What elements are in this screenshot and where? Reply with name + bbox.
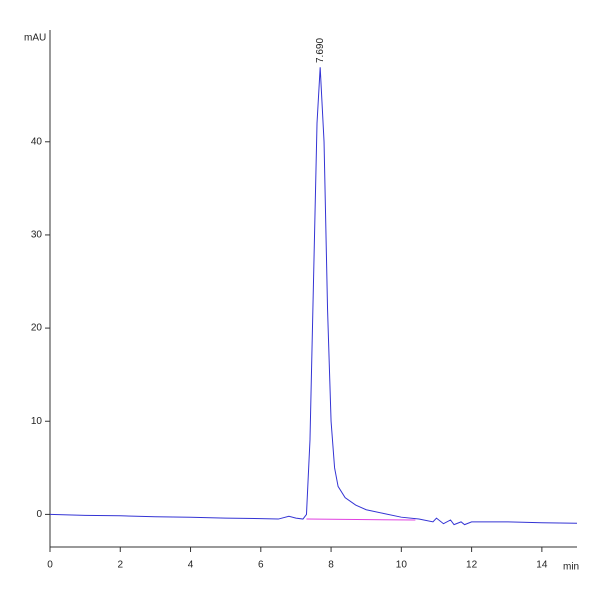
x-axis-label: min xyxy=(563,562,579,573)
x-tick-label: 8 xyxy=(328,560,334,571)
y-tick-label: 40 xyxy=(31,136,43,147)
x-tick-label: 4 xyxy=(188,560,194,571)
y-tick-label: 0 xyxy=(36,509,42,520)
trace xyxy=(49,67,578,526)
y-axis-label: mAU xyxy=(24,33,46,44)
peak-label: 7.690 xyxy=(315,38,326,63)
y-tick-label: 20 xyxy=(31,323,43,334)
y-tick-label: 30 xyxy=(31,230,43,241)
baseline xyxy=(306,518,416,521)
x-tick-label: 0 xyxy=(47,560,53,571)
x-tick-label: 12 xyxy=(466,560,478,571)
x-tick-label: 10 xyxy=(396,560,408,571)
x-tick-label: 2 xyxy=(117,560,123,571)
x-tick-label: 6 xyxy=(258,560,264,571)
x-tick-label: 14 xyxy=(536,560,548,571)
y-tick-label: 10 xyxy=(31,416,43,427)
